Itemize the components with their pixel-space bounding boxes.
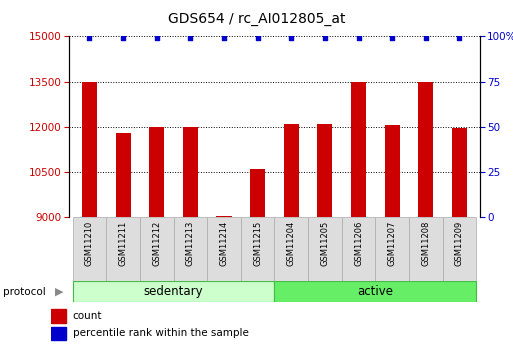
Bar [183,127,198,217]
Point [321,35,329,41]
Bar [82,81,97,217]
Text: protocol: protocol [3,287,45,296]
Text: GSM11207: GSM11207 [388,220,397,266]
Bar [51,309,66,323]
Text: GSM11206: GSM11206 [354,220,363,266]
Bar [73,217,106,281]
Bar [274,281,476,302]
Bar [115,133,131,217]
Bar [149,127,164,217]
Bar [351,81,366,217]
Bar [376,217,409,281]
Bar [308,217,342,281]
Text: GSM11210: GSM11210 [85,220,94,266]
Bar [418,81,433,217]
Point [456,35,464,41]
Text: percentile rank within the sample: percentile rank within the sample [73,328,249,338]
Text: ▶: ▶ [55,287,63,296]
Bar [452,128,467,217]
Point [388,35,397,41]
Point [152,35,161,41]
Point [422,35,430,41]
Bar [216,216,231,217]
Text: GDS654 / rc_AI012805_at: GDS654 / rc_AI012805_at [168,12,345,26]
Text: GSM11213: GSM11213 [186,220,195,266]
Bar [274,217,308,281]
Bar [51,327,66,340]
Bar [409,217,443,281]
Bar [73,281,274,302]
Bar [241,217,274,281]
Text: GSM11215: GSM11215 [253,220,262,266]
Bar [284,124,299,217]
Bar [250,169,265,217]
Text: active: active [358,285,393,298]
Point [186,35,194,41]
Bar [342,217,376,281]
Bar [385,125,400,217]
Point [119,35,127,41]
Point [354,35,363,41]
Text: sedentary: sedentary [144,285,203,298]
Bar [140,217,173,281]
Text: GSM11212: GSM11212 [152,220,161,266]
Bar [106,217,140,281]
Point [85,35,93,41]
Text: GSM11208: GSM11208 [421,220,430,266]
Text: GSM11205: GSM11205 [321,220,329,266]
Bar [318,124,332,217]
Bar [207,217,241,281]
Bar [443,217,476,281]
Text: count: count [73,311,103,321]
Point [287,35,295,41]
Text: GSM11209: GSM11209 [455,220,464,266]
Bar [173,217,207,281]
Text: GSM11211: GSM11211 [119,220,128,266]
Point [220,35,228,41]
Text: GSM11204: GSM11204 [287,220,296,266]
Point [253,35,262,41]
Text: GSM11214: GSM11214 [220,220,228,266]
